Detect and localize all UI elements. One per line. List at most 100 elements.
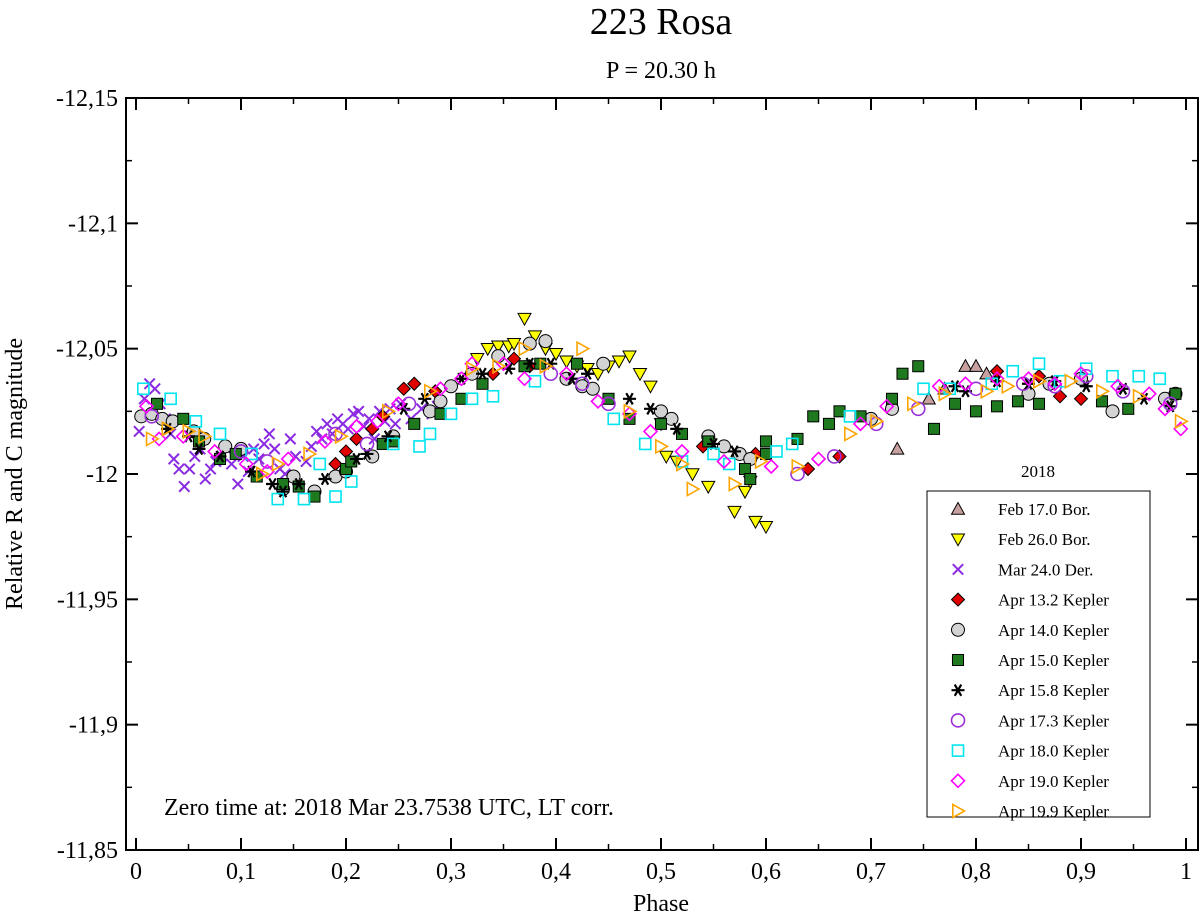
data-point [453, 371, 470, 387]
data-point [791, 458, 806, 475]
data-point [490, 340, 506, 354]
data-point [1106, 369, 1119, 383]
data-point [1001, 378, 1016, 395]
data-point [245, 447, 258, 461]
data-point [252, 453, 265, 465]
x-tick-label: 1 [1180, 859, 1192, 885]
data-point [318, 472, 332, 486]
data-point [716, 453, 732, 470]
data-point [434, 407, 447, 420]
data-point [133, 425, 146, 438]
data-point [506, 337, 522, 352]
data-point [737, 485, 753, 500]
data-point [148, 382, 161, 395]
data-point [423, 383, 439, 400]
data-point [271, 492, 285, 506]
data-point [444, 407, 458, 421]
legend-label: Apr 19.0 Kepler [998, 772, 1109, 791]
data-point [754, 453, 769, 470]
data-point [271, 456, 286, 472]
data-point [263, 427, 276, 440]
legend-label: Apr 15.8 Kepler [998, 681, 1109, 700]
x-tick-label: 0,1 [226, 859, 256, 885]
data-point [401, 396, 417, 412]
legend-label: Apr 13.2 Kepler [998, 591, 1109, 610]
x-tick-label: 0,6 [751, 859, 781, 885]
data-point [958, 358, 973, 372]
data-point [1132, 388, 1147, 405]
data-point [517, 312, 532, 327]
data-point [334, 428, 349, 445]
x-axis: 0 0,1 0,2 0,3 0,4 0,5 0,6 0,7 0,8 0,9 1 [130, 98, 1192, 885]
data-point [763, 458, 779, 475]
data-point [192, 442, 206, 456]
data-point [912, 360, 925, 373]
data-point [686, 481, 701, 497]
data-point [238, 456, 254, 472]
y-axis: -12,15 -12,1 -12,05 -12 -11,95 -11,9 -11,85 [56, 86, 1198, 864]
data-point [707, 447, 720, 461]
data-point [1096, 383, 1111, 400]
data-point [173, 463, 185, 475]
legend-item: Apr 14.0 Kepler [951, 621, 1109, 640]
data-point [538, 334, 553, 349]
data-point [644, 402, 657, 416]
data-point [770, 445, 783, 458]
data-point [386, 437, 400, 451]
data-point [896, 367, 909, 380]
data-point [1006, 364, 1020, 378]
legend-marker [950, 501, 966, 515]
data-point [213, 427, 227, 441]
data-points [133, 312, 1189, 535]
data-point [906, 395, 922, 412]
data-point [365, 421, 380, 437]
data-point [390, 396, 407, 412]
series-apr-15-8-kepler [161, 357, 1177, 498]
data-point [258, 438, 271, 450]
legend-item: Feb 26.0 Bor. [950, 530, 1091, 549]
data-point [423, 427, 437, 441]
data-point [268, 443, 281, 455]
data-point [675, 456, 691, 472]
legend-marker [951, 622, 965, 637]
data-point [348, 418, 365, 435]
data-point [476, 367, 489, 380]
data-point [879, 398, 895, 414]
data-point [832, 449, 847, 464]
data-point [389, 417, 402, 430]
data-point [138, 398, 155, 414]
data-point [1011, 395, 1025, 408]
legend-marker [950, 713, 966, 728]
data-point [518, 340, 533, 357]
data-point [843, 410, 857, 423]
x-tick-label: 0,2 [331, 859, 361, 885]
data-point [728, 476, 743, 492]
data-point [570, 357, 584, 370]
legend-label: Mar 24.0 Der. [998, 560, 1093, 579]
data-point [433, 394, 448, 409]
y-axis-label: Relative R and C magnitude [2, 338, 28, 610]
data-point [344, 475, 358, 488]
data-point [1174, 413, 1189, 430]
data-point [280, 451, 296, 467]
data-point [759, 435, 773, 448]
data-point [576, 340, 591, 357]
legend-label: Apr 19.9 Kepler [998, 802, 1109, 821]
legend-item: Apr 19.0 Kepler [950, 772, 1109, 791]
data-point [418, 392, 432, 406]
data-point [548, 347, 564, 362]
y-tick-label: -12 [86, 462, 118, 488]
legend-item: Feb 17.0 Bor. [950, 500, 1091, 519]
data-point [744, 472, 757, 486]
data-point [321, 417, 334, 430]
data-point [182, 423, 197, 440]
data-point [233, 444, 249, 459]
data-point [833, 405, 846, 418]
data-point [183, 463, 196, 475]
data-point [455, 392, 468, 405]
x-axis-label: Phase [633, 891, 689, 917]
data-point [607, 412, 621, 426]
data-point [313, 457, 327, 471]
data-point [161, 421, 176, 437]
x-tick-label: 0,5 [646, 859, 676, 885]
